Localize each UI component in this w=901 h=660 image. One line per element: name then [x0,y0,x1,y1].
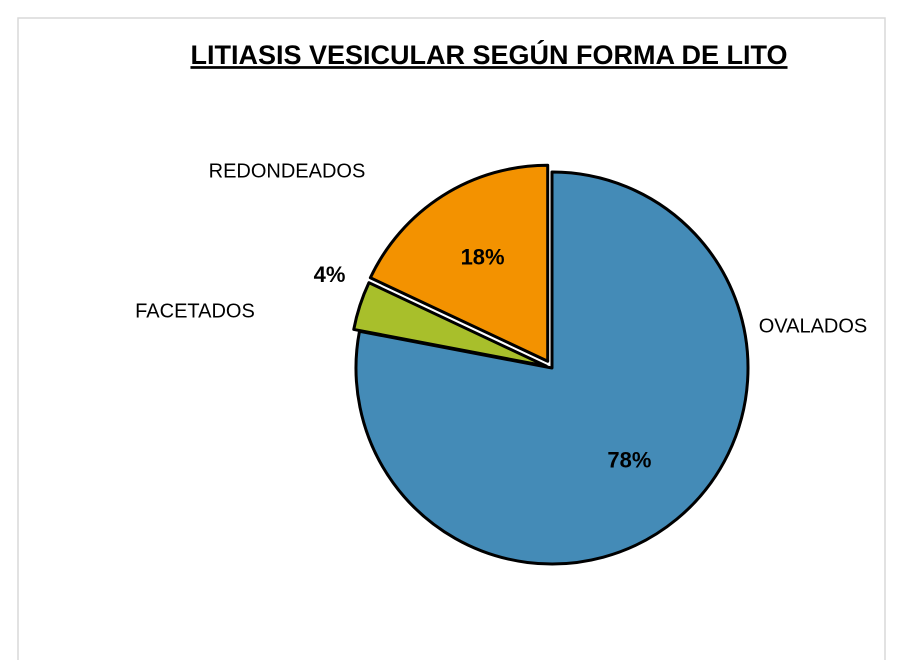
data-label: 78% [607,447,651,472]
pie-slice [354,170,750,566]
data-label: 18% [461,244,505,269]
chart-title: LITIASIS VESICULAR SEGÚN FORMA DE LITO [190,39,787,70]
pie-slice [368,163,550,363]
category-label: FACETADOS [135,300,255,322]
category-label: OVALADOS [759,315,868,337]
data-label: 4% [314,262,346,287]
chart-frame [17,17,886,660]
category-label: REDONDEADOS [209,160,366,182]
pie-slice [352,281,548,368]
